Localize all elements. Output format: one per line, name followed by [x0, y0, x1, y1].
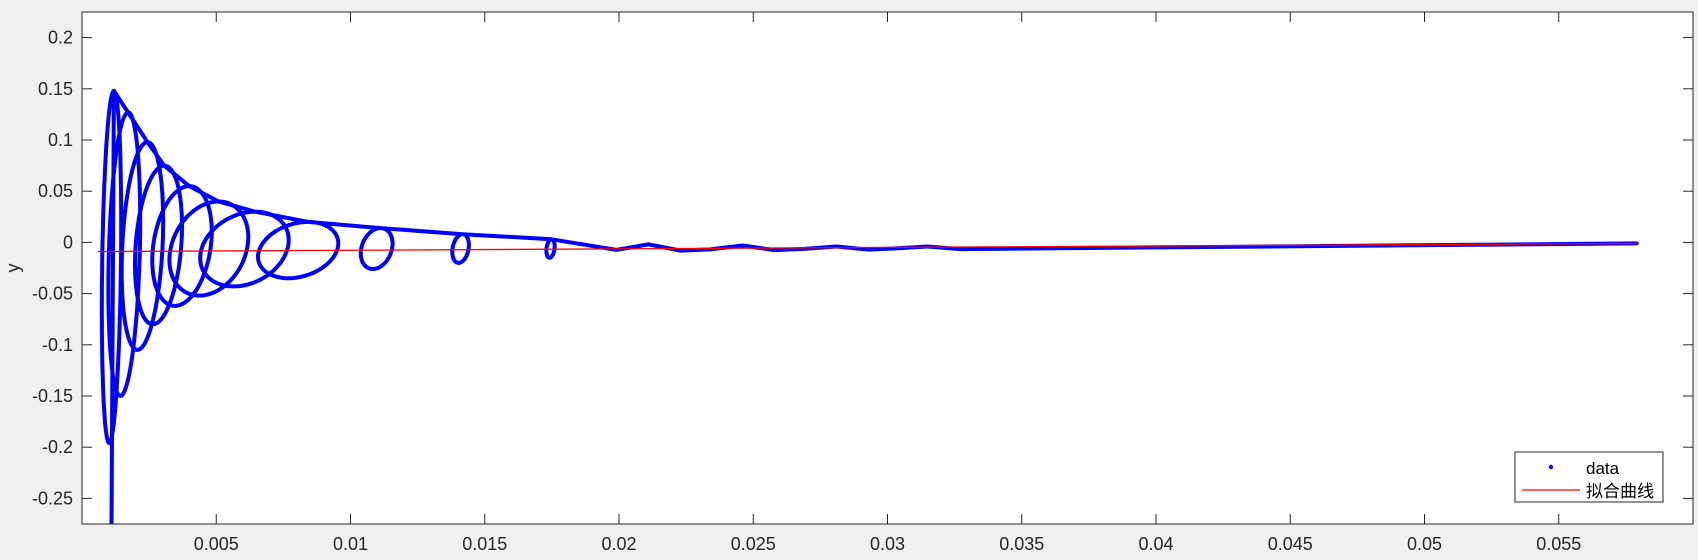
x-tick-label: 0.03: [870, 534, 905, 554]
y-tick-label: -0.1: [42, 335, 73, 355]
data-series-trajectory: [99, 88, 1639, 524]
y-tick-label: 0.2: [48, 28, 73, 48]
y-tick-label: 0.05: [38, 181, 73, 201]
axes-box: [81, 11, 1694, 525]
y-tick-label: 0.1: [48, 130, 73, 150]
x-tick-label: 0.01: [333, 534, 368, 554]
y-tick-label: 0.15: [38, 79, 73, 99]
legend-fit-label: 拟合曲线: [1586, 482, 1654, 501]
x-tick-label: 0.02: [601, 534, 636, 554]
y-tick-label: -0.2: [42, 437, 73, 457]
x-axis-tick-labels: 0.005 0.01 0.015 0.02 0.025 0.03 0.035 0.04 0.04…: [194, 534, 1582, 554]
x-tick-label: 0.005: [194, 534, 239, 554]
x-tick-label: 0.045: [1268, 534, 1313, 554]
x-tick-label: 0.05: [1407, 534, 1442, 554]
fit-curve-line: [98, 242, 1640, 253]
x-tick-label: 0.015: [462, 534, 507, 554]
x-tick-label: 0.025: [731, 534, 776, 554]
legend-box: [1514, 451, 1664, 503]
x-tick-label: 0.055: [1536, 534, 1581, 554]
x-tick-label: 0.04: [1138, 534, 1173, 554]
x-tick-label: 0.035: [999, 534, 1044, 554]
y-tick-label: 0: [63, 232, 73, 252]
y-tick-label: -0.15: [32, 386, 73, 406]
legend-data-label: data: [1586, 459, 1620, 478]
y-axis-label: y: [3, 264, 23, 273]
axis-ticks: [82, 12, 1693, 524]
plot-area: [82, 12, 1693, 524]
y-tick-label: -0.05: [32, 284, 73, 304]
legend-data-marker: [1548, 464, 1554, 470]
y-tick-label: -0.25: [32, 488, 73, 508]
y-axis-tick-labels: 0.2 0.15 0.1 0.05 0 -0.05 -0.1 -0.15 -0.2 -0.25: [32, 28, 73, 509]
series-layer: [98, 88, 1640, 524]
legend: data 拟合曲线: [1514, 451, 1664, 503]
